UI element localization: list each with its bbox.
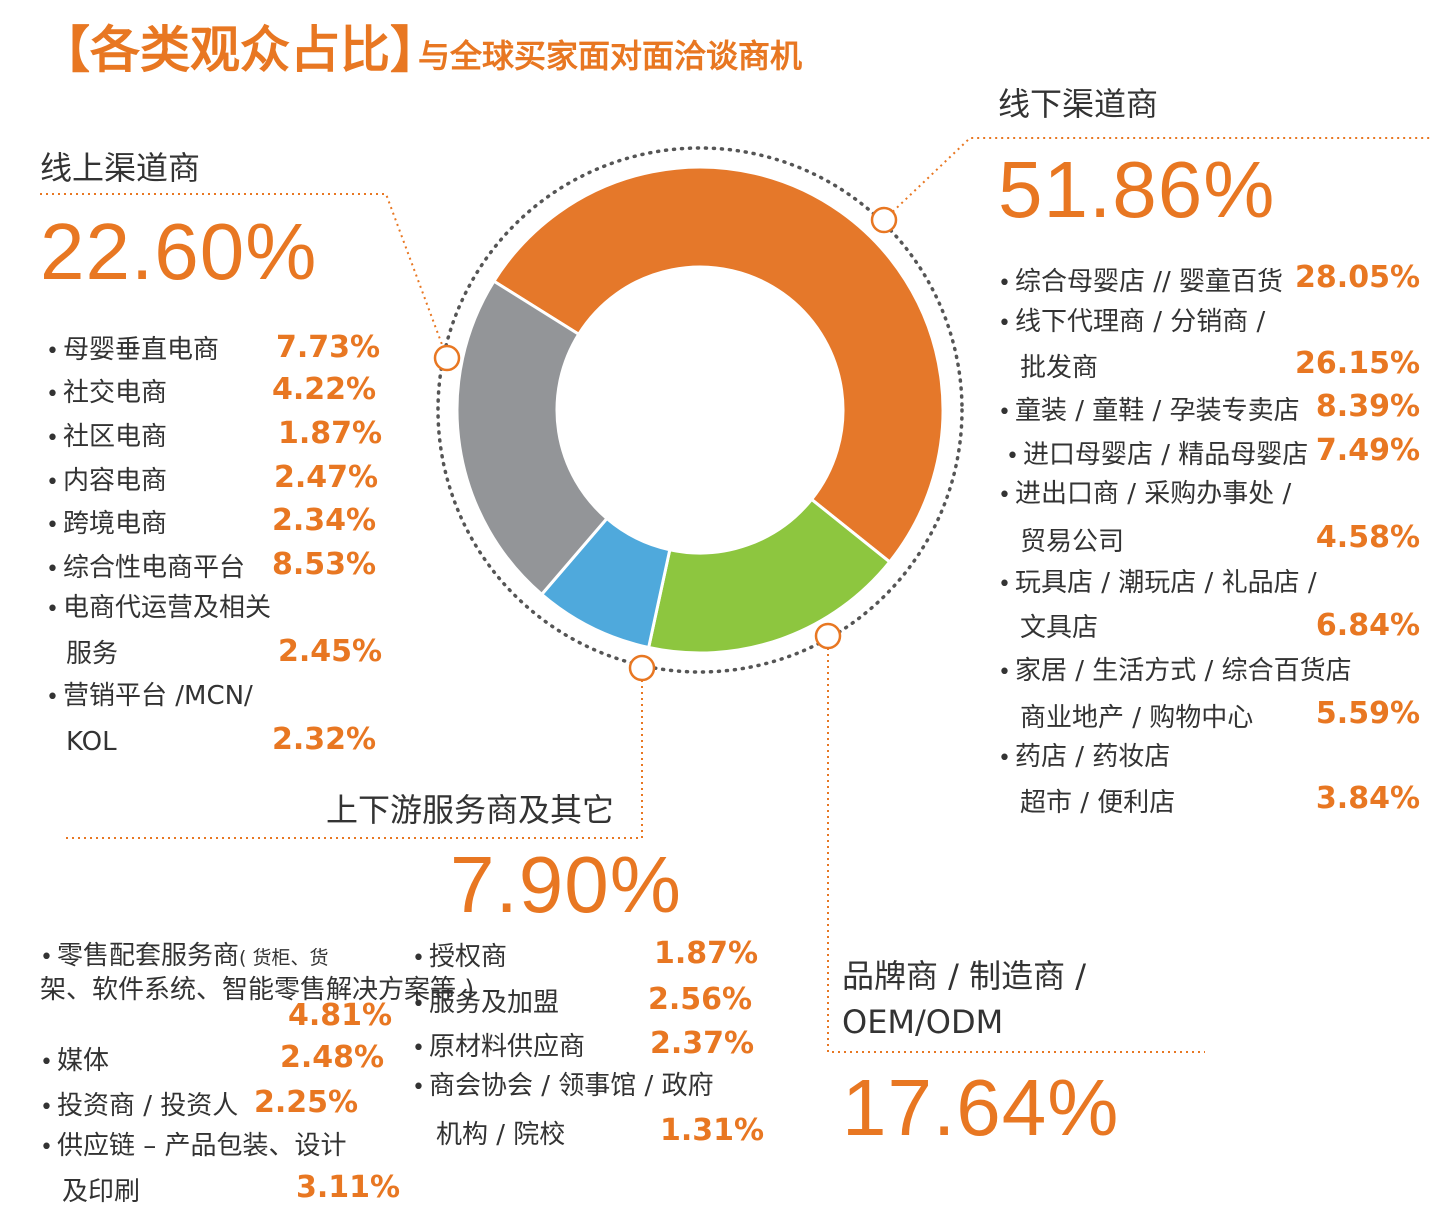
donut-slices xyxy=(455,165,945,655)
list-item: • 授权商 xyxy=(412,942,507,972)
list-item: • 家居 / 生活方式 / 综合百货店 xyxy=(998,656,1352,686)
list-item-pct: 3.11% xyxy=(296,1170,401,1205)
list-item: • 社区电商 xyxy=(46,422,167,452)
list-item-line2: 机构 / 院校 xyxy=(436,1120,566,1150)
list-item-pct: 5.59% xyxy=(1315,696,1420,731)
service-title: 上下游服务商及其它 xyxy=(326,791,615,829)
list-item-pct: 4.58% xyxy=(1315,520,1420,555)
list-item: • 电商代运营及相关 xyxy=(46,593,271,623)
list-item-pct: 7.49% xyxy=(1315,433,1420,468)
list-item-pct: 2.47% xyxy=(274,460,379,495)
list-item-pct: 1.31% xyxy=(660,1113,765,1148)
list-item-pct: 2.37% xyxy=(650,1026,755,1061)
service-connector xyxy=(62,668,643,839)
offline-pct: 51.86% xyxy=(998,145,1276,234)
list-item-pct: 2.45% xyxy=(278,634,383,669)
list-item: • 投资商 / 投资人 xyxy=(40,1091,239,1121)
list-item: • 原材料供应商 xyxy=(412,1032,585,1062)
list-item: • 营销平台 /MCN/ xyxy=(46,681,253,711)
list-item-line2: 文具店 xyxy=(1020,613,1099,643)
outer-dotted-ring xyxy=(436,146,964,674)
brand-title-line2: OEM/ODM xyxy=(842,1003,1004,1041)
list-item: • 社交电商 xyxy=(46,378,167,408)
list-item: • 玩具店 / 潮玩店 / 礼品店 / xyxy=(998,568,1317,598)
online-marker xyxy=(433,344,461,372)
donut-slice xyxy=(646,497,892,655)
list-item-pct: 2.32% xyxy=(272,722,377,757)
list-item-note: 架、软件系统、智能零售解决方案等 ) xyxy=(40,975,475,1005)
page-subtitle: 与全球买家面对面洽谈商机 xyxy=(418,37,803,75)
list-item-line2: 服务 xyxy=(66,639,119,669)
brand-pct: 17.64% xyxy=(842,1063,1120,1152)
online-connector xyxy=(40,193,448,359)
list-item-pct: 1.87% xyxy=(654,936,759,971)
list-item-pct: 26.15% xyxy=(1295,346,1420,381)
list-item-line2: 超市 / 便利店 xyxy=(1020,788,1176,818)
list-item-pct: 4.81% xyxy=(288,998,393,1033)
list-item: • 药店 / 药妆店 xyxy=(998,742,1171,772)
list-item-pct: 2.25% xyxy=(254,1085,359,1120)
list-item: • 跨境电商 xyxy=(46,509,167,539)
donut-slice xyxy=(455,279,609,597)
list-item-pct: 2.34% xyxy=(272,503,377,538)
list-item: • 媒体 xyxy=(40,1046,109,1076)
page-title: 【各类观众占比】 xyxy=(40,21,440,79)
list-item-pct: 2.48% xyxy=(280,1040,385,1075)
list-item: • 内容电商 xyxy=(46,466,167,496)
list-item: • 供应链 – 产品包装、设计 xyxy=(40,1131,347,1161)
list-item-line2: 商业地产 / 购物中心 xyxy=(1020,703,1254,733)
brand-marker xyxy=(814,622,842,650)
list-item-pct: 2.56% xyxy=(648,982,753,1017)
list-item-pct: 3.84% xyxy=(1315,781,1420,816)
offline-marker xyxy=(870,206,898,234)
list-item-pct: 8.53% xyxy=(272,547,377,582)
brand-title: 品牌商 / 制造商 / xyxy=(842,957,1087,995)
list-item: • 母婴垂直电商 xyxy=(46,335,219,365)
list-item: • 综合性电商平台 xyxy=(46,553,245,583)
list-item-pct: 1.87% xyxy=(278,416,383,451)
list-item-line2: 批发商 xyxy=(1020,353,1099,383)
list-item-pct: 7.73% xyxy=(276,330,381,365)
donut-slice xyxy=(491,165,945,565)
list-item: • 综合母婴店 // 婴童百货 xyxy=(998,267,1284,297)
list-item-pct: 8.39% xyxy=(1315,389,1420,424)
brand-connector xyxy=(827,636,1205,1053)
list-item: • 进出口商 / 采购办事处 / xyxy=(998,479,1292,509)
online-pct: 22.60% xyxy=(40,207,318,296)
list-item: • 服务及加盟 xyxy=(412,988,559,1018)
list-item: • 线下代理商 / 分销商 / xyxy=(998,307,1266,337)
offline-title: 线下渠道商 xyxy=(998,85,1159,123)
service-marker xyxy=(628,654,656,682)
list-item: • 进口母婴店 / 精品母婴店 xyxy=(1006,440,1309,470)
list-item: • 童装 / 童鞋 / 孕装专卖店 xyxy=(998,396,1300,426)
list-item: • 商会协会 / 领事馆 / 政府 xyxy=(412,1071,714,1101)
list-item: • 零售配套服务商( 货柜、货 xyxy=(40,941,329,971)
list-item-pct: 6.84% xyxy=(1315,608,1420,643)
list-item-pct: 28.05% xyxy=(1295,260,1420,295)
list-item-line2: 及印刷 xyxy=(62,1177,141,1207)
list-item-pct: 4.22% xyxy=(272,372,377,407)
offline-connector xyxy=(883,137,1432,221)
service-pct: 7.90% xyxy=(450,840,682,929)
online-title: 线上渠道商 xyxy=(40,149,201,187)
list-item-line2: 贸易公司 xyxy=(1020,527,1125,557)
list-item-line2: KOL xyxy=(66,727,117,757)
